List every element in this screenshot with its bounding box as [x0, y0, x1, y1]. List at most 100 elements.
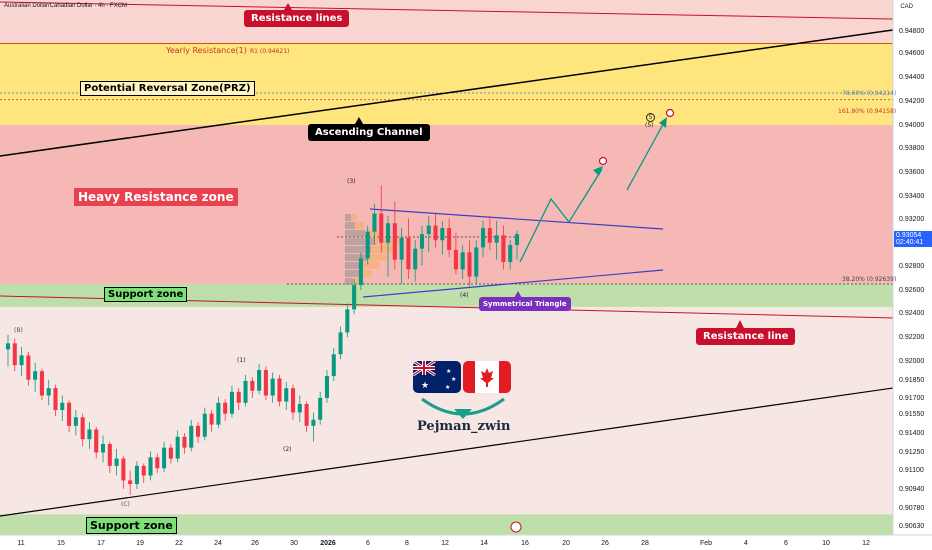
candle-body: [168, 447, 173, 459]
candle-body: [107, 444, 112, 466]
candle-body: [175, 436, 180, 459]
candle-body: [291, 388, 296, 413]
resistance-line-callout: Resistance line: [696, 328, 796, 345]
candle-body: [19, 355, 24, 366]
candle-body: [33, 371, 38, 380]
candle-body: [514, 234, 520, 246]
x-tick-label: 30: [290, 540, 298, 547]
x-tick-label: Feb: [700, 540, 712, 547]
y-tick-label: 0.90940: [899, 486, 924, 493]
candle-body: [216, 402, 221, 425]
candle-body: [26, 355, 31, 380]
y-tick-label: 0.91550: [899, 411, 924, 418]
y-tick-label: 0.91400: [899, 430, 924, 437]
candle-body: [236, 391, 241, 403]
ascending-channel-upper-line: [0, 29, 894, 157]
candle-body: [331, 354, 336, 377]
resistance-lines-callout: Resistance lines: [244, 10, 350, 27]
candle-body: [474, 247, 479, 277]
brand-swoosh-icon: [421, 397, 505, 419]
wave-c-label: (C): [121, 501, 130, 508]
volume-profile-bar: [345, 254, 367, 261]
x-tick-label: 6: [784, 540, 788, 547]
candle-body: [195, 425, 201, 437]
x-tick-label: 2026: [320, 540, 336, 547]
candle-body: [148, 457, 153, 476]
candle-body: [53, 388, 58, 411]
candle-body: [426, 225, 431, 235]
x-tick-label: 26: [251, 540, 259, 547]
y-tick-label: 0.90630: [899, 523, 924, 530]
candle-body: [487, 228, 492, 243]
projection-arrow-head: [593, 166, 603, 176]
volume-profile-bar: [345, 278, 353, 285]
y-tick-label: 0.92400: [899, 310, 924, 317]
wave-4-label: (4): [460, 292, 469, 299]
time-axis[interactable]: [0, 535, 932, 550]
wave-3-label: (3): [347, 178, 356, 185]
candle-body: [399, 237, 404, 260]
x-tick-label: 10: [822, 540, 830, 547]
y-tick-label: 0.91700: [899, 395, 924, 402]
australia-flag-icon: ★ ★ ★ ★: [413, 361, 461, 393]
candle-body: [453, 249, 458, 270]
candle-body: [182, 436, 187, 448]
candle-body: [243, 380, 248, 403]
candle-body: [162, 447, 167, 469]
price-axis[interactable]: [893, 0, 932, 550]
candle-body: [39, 371, 44, 396]
candle-body: [12, 343, 17, 366]
candle-body: [277, 378, 282, 402]
volume-profile-bar: [345, 222, 355, 229]
resistance-line-top: [0, 1, 894, 20]
y-tick-label: 0.92800: [899, 263, 924, 270]
wave-1-label: (1): [237, 357, 246, 364]
candle-body: [345, 309, 350, 333]
target-marker-icon: [598, 156, 608, 166]
volume-profile-bar: [345, 214, 351, 221]
y-tick-label: 0.90780: [899, 505, 924, 512]
fib-786-label: 78.60% (0.94214): [842, 90, 897, 97]
candle-body: [189, 425, 194, 448]
x-tick-label: 22: [175, 540, 183, 547]
candle-body: [202, 413, 207, 437]
candle-body: [229, 391, 234, 414]
projection-path: [519, 168, 603, 263]
countdown-value: 02:40:41: [896, 239, 924, 246]
candle-body: [121, 458, 126, 481]
x-tick-label: 17: [97, 540, 105, 547]
yearly-resistance-label: Yearly Resistance(1): [166, 46, 247, 55]
candle-body: [114, 458, 119, 466]
candle-body: [141, 465, 146, 476]
symmetrical-triangle-callout: Symmetrical Triangle: [479, 297, 571, 311]
candle-body: [501, 235, 506, 263]
projection-arrow-head: [659, 117, 667, 128]
callout-pointer: [736, 320, 744, 328]
y-tick-label: 0.93800: [899, 145, 924, 152]
x-tick-label: 14: [480, 540, 488, 547]
canada-flag-icon: [463, 361, 511, 393]
x-tick-label: 24: [214, 540, 222, 547]
candle-body: [467, 252, 472, 277]
wave-5-circled-label: 5: [646, 113, 655, 122]
calendar-event-icon[interactable]: [510, 521, 522, 533]
candle-body: [73, 417, 78, 426]
yearly-r1-label: R1 (0.94621): [250, 48, 290, 55]
wave-2-label: (2): [283, 446, 292, 453]
y-tick-label: 0.91250: [899, 449, 924, 456]
wave-b-label: (B): [14, 327, 23, 334]
triangle-upper-line: [369, 208, 664, 230]
candle-body: [508, 245, 513, 263]
candle-body: [481, 228, 486, 248]
last-price-tag: 0.93054 02:40:41: [894, 231, 932, 247]
candle-body: [100, 444, 106, 453]
ascending-channel-lower-line: [0, 387, 894, 517]
y-tick-label: 0.93600: [899, 169, 924, 176]
candle-body: [304, 403, 309, 426]
candle-body: [433, 225, 438, 241]
prz-label: Potential Reversal Zone(PRZ): [80, 81, 255, 96]
fib-1618-label: 161.80% (0.94158): [838, 108, 897, 115]
volume-profile-bar: [345, 262, 363, 269]
x-tick-label: 8: [405, 540, 409, 547]
